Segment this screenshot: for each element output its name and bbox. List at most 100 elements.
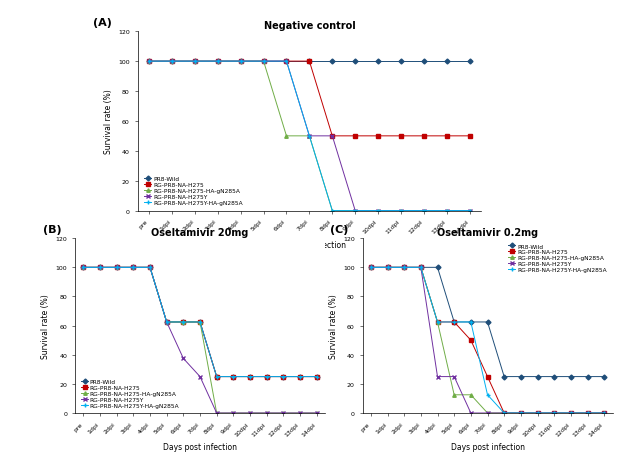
PR8-Wild: [191, 59, 199, 65]
RG-PR8-NA-H275: [329, 134, 336, 140]
RG-PR8-NA-H275Y-HA-gN285A: [417, 265, 424, 270]
RG-PR8-NA-H275: [260, 59, 268, 65]
RG-PR8-NA-H275Y: [237, 59, 244, 65]
RG-PR8-NA-H275Y: [279, 410, 287, 416]
Line: RG-PR8-NA-H275Y: RG-PR8-NA-H275Y: [148, 60, 471, 213]
RG-PR8-NA-H275: [113, 265, 121, 270]
PR8-Wild: [374, 59, 382, 65]
RG-PR8-NA-H275Y: [329, 134, 336, 140]
PR8-Wild: [129, 265, 137, 270]
Line: PR8-Wild: PR8-Wild: [369, 266, 606, 379]
RG-PR8-NA-H275-HA-gN285A: [384, 265, 391, 270]
RG-PR8-NA-H275Y: [567, 410, 574, 416]
PR8-Wild: [146, 265, 154, 270]
RG-PR8-NA-H275: [191, 59, 199, 65]
RG-PR8-NA-H275-HA-gN285A: [534, 410, 541, 416]
RG-PR8-NA-H275Y-HA-gN285A: [146, 265, 154, 270]
RG-PR8-NA-H275: [263, 374, 271, 380]
Legend: PR8-Wild, RG-PR8-NA-H275, RG-PR8-NA-H275-HA-gN285A, RG-PR8-NA-H275Y, RG-PR8-NA-H: PR8-Wild, RG-PR8-NA-H275, RG-PR8-NA-H275…: [508, 243, 607, 274]
RG-PR8-NA-H275: [443, 134, 451, 140]
RG-PR8-NA-H275Y: [263, 410, 271, 416]
Title: Negative control: Negative control: [264, 22, 355, 31]
RG-PR8-NA-H275: [213, 374, 221, 380]
RG-PR8-NA-H275: [601, 410, 608, 416]
Text: (C): (C): [330, 225, 348, 235]
RG-PR8-NA-H275-HA-gN285A: [466, 208, 474, 214]
RG-PR8-NA-H275Y-HA-gN285A: [279, 374, 287, 380]
PR8-Wild: [384, 265, 391, 270]
RG-PR8-NA-H275-HA-gN285A: [374, 208, 382, 214]
Y-axis label: Survival rate (%): Survival rate (%): [104, 90, 112, 154]
RG-PR8-NA-H275Y: [113, 265, 121, 270]
Line: RG-PR8-NA-H275Y-HA-gN285A: RG-PR8-NA-H275Y-HA-gN285A: [148, 60, 471, 213]
Line: RG-PR8-NA-H275: RG-PR8-NA-H275: [369, 266, 606, 415]
Y-axis label: Survival rate (%): Survival rate (%): [41, 294, 50, 358]
RG-PR8-NA-H275Y: [484, 410, 491, 416]
RG-PR8-NA-H275Y: [191, 59, 199, 65]
Line: PR8-Wild: PR8-Wild: [82, 266, 318, 379]
RG-PR8-NA-H275-HA-gN285A: [79, 265, 87, 270]
RG-PR8-NA-H275Y: [129, 265, 137, 270]
RG-PR8-NA-H275Y: [467, 410, 474, 416]
RG-PR8-NA-H275-HA-gN285A: [567, 410, 574, 416]
RG-PR8-NA-H275-HA-gN285A: [237, 59, 244, 65]
RG-PR8-NA-H275Y: [517, 410, 524, 416]
RG-PR8-NA-H275-HA-gN285A: [517, 410, 524, 416]
PR8-Wild: [551, 374, 558, 380]
RG-PR8-NA-H275Y-HA-gN285A: [313, 374, 321, 380]
RG-PR8-NA-H275: [374, 134, 382, 140]
RG-PR8-NA-H275: [484, 374, 491, 380]
PR8-Wild: [367, 265, 374, 270]
RG-PR8-NA-H275Y-HA-gN285A: [398, 208, 405, 214]
Line: RG-PR8-NA-H275-HA-gN285A: RG-PR8-NA-H275-HA-gN285A: [369, 266, 606, 415]
PR8-Wild: [237, 59, 244, 65]
RG-PR8-NA-H275-HA-gN285A: [296, 410, 304, 416]
RG-PR8-NA-H275Y: [401, 265, 408, 270]
RG-PR8-NA-H275Y-HA-gN285A: [296, 374, 304, 380]
RG-PR8-NA-H275: [246, 374, 254, 380]
RG-PR8-NA-H275-HA-gN285A: [467, 392, 474, 397]
RG-PR8-NA-H275: [517, 410, 524, 416]
Line: RG-PR8-NA-H275Y: RG-PR8-NA-H275Y: [369, 266, 606, 415]
RG-PR8-NA-H275Y: [417, 265, 424, 270]
RG-PR8-NA-H275-HA-gN285A: [501, 410, 508, 416]
RG-PR8-NA-H275: [434, 319, 441, 325]
RG-PR8-NA-H275Y-HA-gN285A: [229, 374, 237, 380]
RG-PR8-NA-H275-HA-gN285A: [246, 410, 254, 416]
RG-PR8-NA-H275-HA-gN285A: [484, 410, 491, 416]
RG-PR8-NA-H275-HA-gN285A: [196, 319, 204, 325]
Line: RG-PR8-NA-H275Y: RG-PR8-NA-H275Y: [82, 266, 318, 415]
RG-PR8-NA-H275Y-HA-gN285A: [466, 208, 474, 214]
RG-PR8-NA-H275: [551, 410, 558, 416]
PR8-Wild: [420, 59, 428, 65]
RG-PR8-NA-H275-HA-gN285A: [146, 265, 154, 270]
Legend: PR8-Wild, RG-PR8-NA-H275, RG-PR8-NA-H275-HA-gN285A, RG-PR8-NA-H275Y, RG-PR8-NA-H: PR8-Wild, RG-PR8-NA-H275, RG-PR8-NA-H275…: [81, 378, 180, 409]
RG-PR8-NA-H275Y: [351, 208, 359, 214]
RG-PR8-NA-H275Y-HA-gN285A: [420, 208, 428, 214]
RG-PR8-NA-H275Y: [384, 265, 391, 270]
RG-PR8-NA-H275-HA-gN285A: [282, 134, 290, 140]
RG-PR8-NA-H275-HA-gN285A: [398, 208, 405, 214]
RG-PR8-NA-H275: [467, 338, 474, 343]
RG-PR8-NA-H275Y: [420, 208, 428, 214]
RG-PR8-NA-H275Y-HA-gN285A: [196, 319, 204, 325]
PR8-Wild: [401, 265, 408, 270]
RG-PR8-NA-H275Y-HA-gN285A: [113, 265, 121, 270]
PR8-Wild: [168, 59, 176, 65]
RG-PR8-NA-H275Y-HA-gN285A: [517, 410, 524, 416]
RG-PR8-NA-H275Y-HA-gN285A: [534, 410, 541, 416]
RG-PR8-NA-H275Y-HA-gN285A: [246, 374, 254, 380]
X-axis label: Days post infection: Days post infection: [272, 240, 346, 249]
RG-PR8-NA-H275: [129, 265, 137, 270]
RG-PR8-NA-H275Y: [451, 374, 458, 380]
RG-PR8-NA-H275: [466, 134, 474, 140]
RG-PR8-NA-H275Y-HA-gN285A: [434, 319, 441, 325]
RG-PR8-NA-H275Y: [534, 410, 541, 416]
RG-PR8-NA-H275Y: [246, 410, 254, 416]
RG-PR8-NA-H275Y-HA-gN285A: [129, 265, 137, 270]
RG-PR8-NA-H275Y-HA-gN285A: [567, 410, 574, 416]
PR8-Wild: [214, 59, 221, 65]
RG-PR8-NA-H275: [237, 59, 244, 65]
RG-PR8-NA-H275Y-HA-gN285A: [551, 410, 558, 416]
RG-PR8-NA-H275Y: [306, 134, 313, 140]
